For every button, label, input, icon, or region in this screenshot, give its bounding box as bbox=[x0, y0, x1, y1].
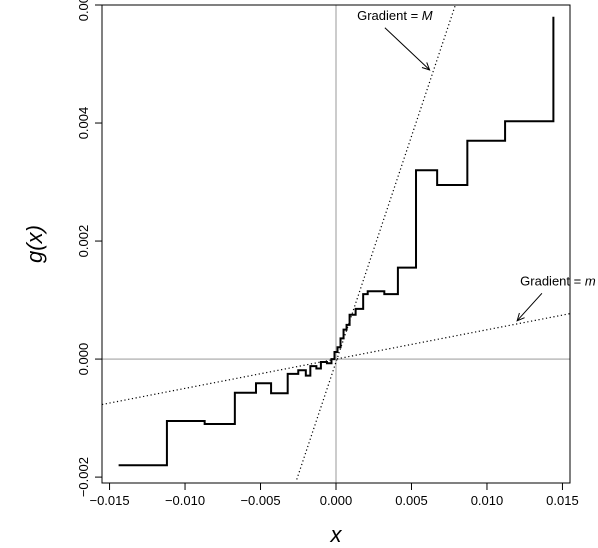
annotation-symbol: m bbox=[585, 273, 596, 288]
x-tick-label: −0.015 bbox=[89, 493, 129, 508]
x-tick-label: −0.005 bbox=[240, 493, 280, 508]
annotation-arrow bbox=[516, 292, 543, 322]
annotation-prefix: Gradient = bbox=[520, 273, 585, 288]
x-tick-label: 0.000 bbox=[320, 493, 353, 508]
annotation-prefix: Gradient = bbox=[357, 8, 422, 23]
y-tick-label: 0.006 bbox=[76, 0, 91, 21]
step-function-line bbox=[118, 16, 555, 467]
x-tick-label: 0.005 bbox=[395, 493, 428, 508]
y-axis: −0.002 0.000 0.002 0.004 0.006 bbox=[76, 0, 102, 497]
gradient-annotation-label: Gradient = M bbox=[357, 8, 433, 23]
y-tick-label: 0.000 bbox=[76, 343, 91, 376]
y-tick-label: 0.002 bbox=[76, 225, 91, 258]
y-tick-label: −0.002 bbox=[76, 457, 91, 497]
annotation-arrow bbox=[384, 27, 431, 71]
y-axis-title: g(x) bbox=[22, 225, 47, 263]
reference-lines bbox=[102, 5, 570, 483]
x-tick-label: 0.015 bbox=[546, 493, 579, 508]
y-tick-label: 0.004 bbox=[76, 107, 91, 140]
annotation-symbol: M bbox=[422, 8, 433, 23]
gradient-annotation-label: Gradient = m bbox=[520, 273, 596, 288]
x-axis: −0.015 −0.010 −0.005 0.000 0.005 0.010 0.015 bbox=[89, 483, 579, 508]
series-layer bbox=[102, 5, 570, 480]
gradient-M-line bbox=[296, 5, 457, 480]
x-axis-title: x bbox=[330, 522, 343, 547]
x-tick-label: 0.010 bbox=[471, 493, 504, 508]
x-tick-label: −0.010 bbox=[165, 493, 205, 508]
